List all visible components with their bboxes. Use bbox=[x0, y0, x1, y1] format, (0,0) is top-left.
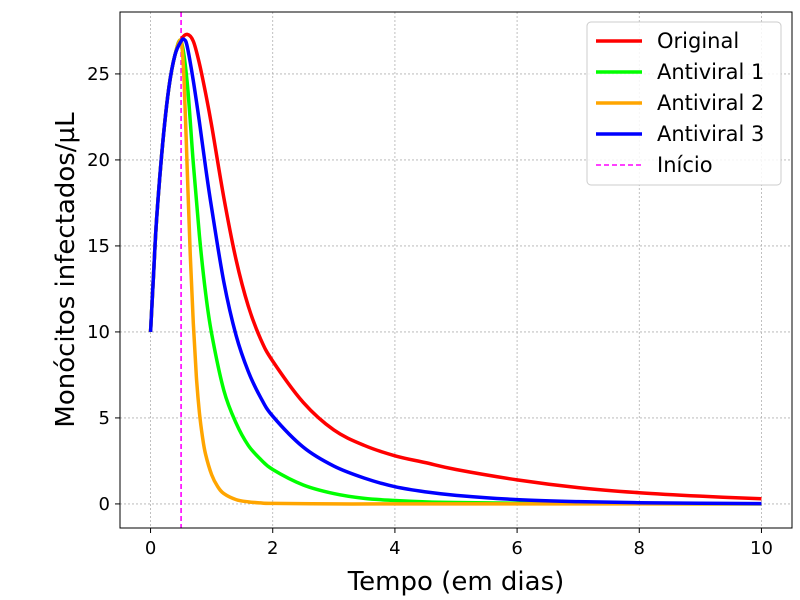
x-tick-label: 2 bbox=[267, 538, 278, 559]
legend-label: Início bbox=[657, 153, 713, 177]
y-tick-label: 0 bbox=[99, 494, 110, 515]
y-tick-label: 15 bbox=[87, 236, 110, 257]
ticks: 0 2 4 6 8 10 0 5 10 15 20 25 bbox=[87, 64, 773, 559]
x-tick-label: 0 bbox=[145, 538, 156, 559]
plot-frame bbox=[119, 11, 793, 529]
x-tick-label: 10 bbox=[750, 538, 773, 559]
y-tick-label: 10 bbox=[87, 322, 110, 343]
legend-box bbox=[586, 21, 782, 186]
legend: Original Antiviral 1 Antiviral 2 Antiviral … bbox=[586, 21, 782, 186]
x-tick-label: 6 bbox=[511, 538, 522, 559]
legend-label: Original bbox=[657, 29, 739, 53]
x-axis-label: Tempo (em dias) bbox=[347, 567, 565, 597]
legend-label: Antiviral 2 bbox=[657, 91, 764, 115]
legend-label: Antiviral 1 bbox=[657, 60, 764, 84]
series-line-4 bbox=[148, 37, 762, 506]
y-axis-label: Monócitos infectados/µL bbox=[51, 112, 81, 428]
y-tick-label: 25 bbox=[87, 64, 110, 85]
y-tick-label: 20 bbox=[87, 150, 110, 171]
series-layer bbox=[148, 32, 762, 506]
y-tick-label: 5 bbox=[99, 408, 110, 429]
x-tick-label: 8 bbox=[634, 538, 645, 559]
x-tick-label: 4 bbox=[389, 538, 400, 559]
legend-label: Antiviral 3 bbox=[657, 122, 764, 146]
